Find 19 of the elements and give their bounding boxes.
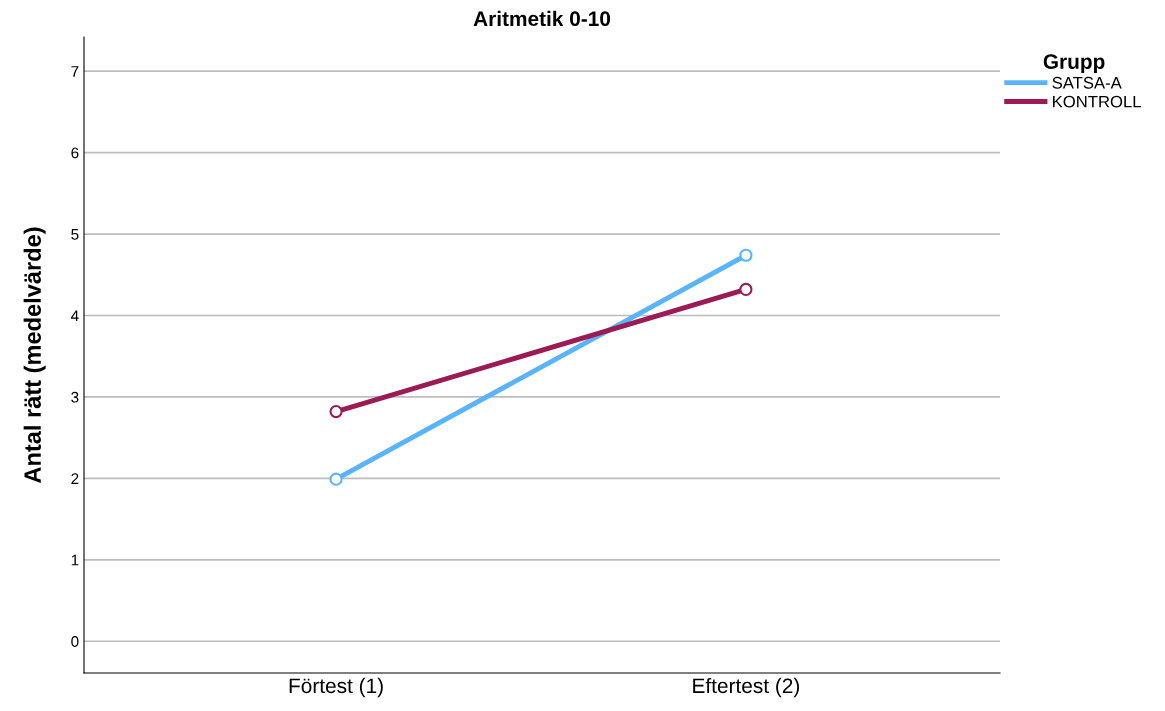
y-tick-label: 7: [71, 66, 79, 77]
legend-title: Grupp: [1043, 54, 1105, 74]
y-tick-label: 0: [71, 636, 79, 647]
y-tick-label: 2: [71, 473, 79, 484]
legend-label: KONTROLL: [1053, 95, 1141, 108]
x-tick-label: Förtest (1): [289, 677, 383, 698]
legend-label: SATSA-A: [1052, 76, 1122, 89]
point: [739, 282, 753, 297]
chart-title: Aritmetik 0-10: [473, 10, 611, 27]
point: [329, 472, 343, 486]
y-axis-title: Antal rätt (medelvärde): [23, 227, 46, 483]
point: [329, 405, 343, 419]
y-tick-label: 4: [70, 310, 79, 322]
y-tick-label: 3: [71, 391, 79, 403]
y-tick-label: 6: [71, 147, 79, 159]
y-tick-label: 5: [71, 229, 79, 240]
y-tick-label: 1: [71, 554, 79, 566]
point: [739, 248, 753, 262]
x-tick-label: Eftertest (2): [693, 677, 800, 698]
